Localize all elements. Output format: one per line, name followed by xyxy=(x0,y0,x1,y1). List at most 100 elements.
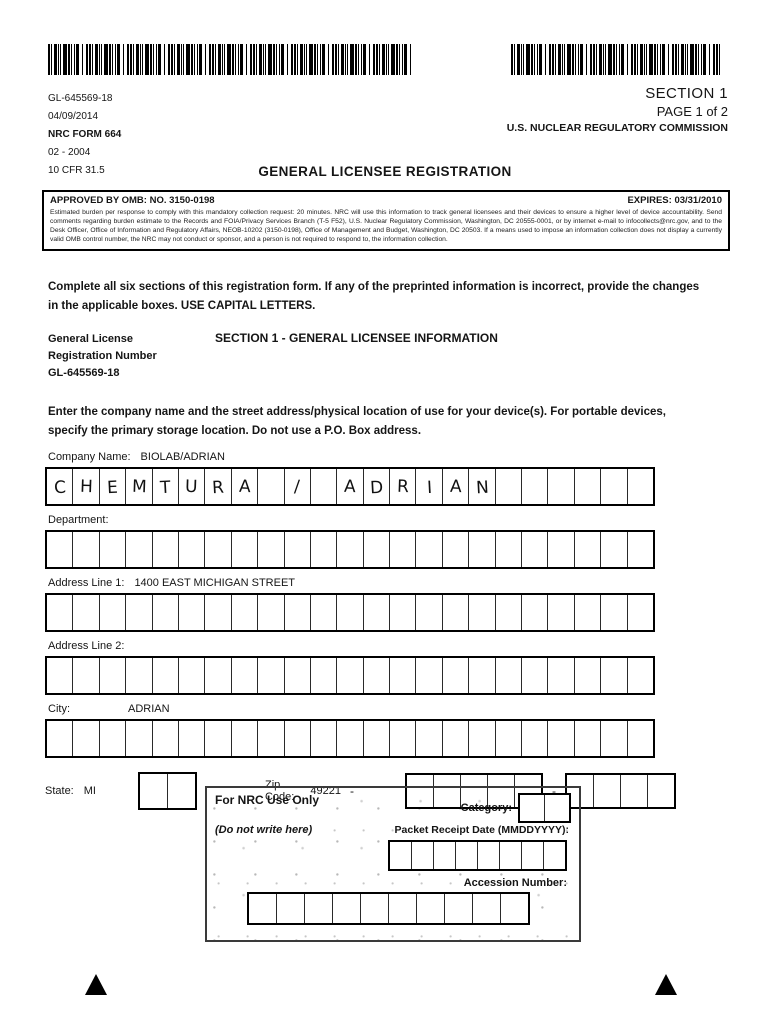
form-box-cell[interactable] xyxy=(601,595,628,630)
form-box-cell[interactable] xyxy=(311,469,338,504)
form-box-cell[interactable] xyxy=(389,894,417,923)
state-boxes[interactable] xyxy=(137,772,197,810)
form-box-cell[interactable] xyxy=(168,774,195,808)
form-box-cell[interactable] xyxy=(337,721,364,756)
form-box-cell[interactable] xyxy=(500,842,522,869)
form-box-cell[interactable] xyxy=(601,658,628,693)
form-box-cell[interactable] xyxy=(416,658,443,693)
form-box-cell[interactable] xyxy=(628,721,653,756)
form-box-cell[interactable] xyxy=(473,894,501,923)
form-box-cell[interactable] xyxy=(575,469,602,504)
zip-ext-boxes[interactable] xyxy=(564,773,676,809)
form-box-cell[interactable] xyxy=(311,721,338,756)
form-box-cell[interactable] xyxy=(575,595,602,630)
form-box-cell[interactable] xyxy=(258,595,285,630)
form-box-cell[interactable] xyxy=(126,532,153,567)
form-box-cell[interactable] xyxy=(73,532,100,567)
form-box-cell[interactable] xyxy=(417,894,445,923)
form-box-cell[interactable] xyxy=(205,721,232,756)
form-box-cell[interactable] xyxy=(469,595,496,630)
company-name-grid[interactable]: C H E M T U R A / A D R I A N xyxy=(45,467,655,506)
form-box-cell[interactable] xyxy=(522,842,544,869)
form-box-cell[interactable] xyxy=(390,532,417,567)
form-box-cell[interactable] xyxy=(496,595,523,630)
form-box-cell[interactable] xyxy=(153,595,179,630)
city-grid[interactable] xyxy=(45,719,655,758)
form-box-cell[interactable]: R xyxy=(205,469,232,504)
form-box-cell[interactable]: N xyxy=(469,469,496,504)
form-box-cell[interactable] xyxy=(548,658,575,693)
form-box-cell[interactable]: A xyxy=(337,469,364,504)
address-line2-grid[interactable] xyxy=(45,656,655,695)
form-box-cell[interactable] xyxy=(205,658,232,693)
form-box-cell[interactable] xyxy=(416,721,443,756)
form-box-cell[interactable] xyxy=(575,658,602,693)
form-box-cell[interactable] xyxy=(126,721,153,756)
form-box-cell[interactable] xyxy=(469,658,496,693)
form-box-cell[interactable] xyxy=(601,532,628,567)
form-box-cell[interactable] xyxy=(390,658,417,693)
form-box-cell[interactable] xyxy=(179,532,206,567)
form-box-cell[interactable] xyxy=(232,658,259,693)
address-line1-grid[interactable] xyxy=(45,593,655,632)
form-box-cell[interactable] xyxy=(364,595,391,630)
form-box-cell[interactable]: I xyxy=(416,469,443,504)
form-box-cell[interactable] xyxy=(333,894,361,923)
form-box-cell[interactable] xyxy=(285,595,311,630)
form-box-cell[interactable] xyxy=(73,721,100,756)
form-box-cell[interactable]: / xyxy=(285,469,311,504)
form-box-cell[interactable] xyxy=(100,721,127,756)
form-box-cell[interactable] xyxy=(337,532,364,567)
form-box-cell[interactable] xyxy=(100,595,127,630)
form-box-cell[interactable] xyxy=(311,595,338,630)
form-box-cell[interactable] xyxy=(548,721,575,756)
form-box-cell[interactable] xyxy=(305,894,333,923)
form-box-cell[interactable] xyxy=(205,532,232,567)
form-box-cell[interactable] xyxy=(461,775,488,807)
packet-receipt-date-boxes[interactable] xyxy=(388,840,567,871)
form-box-cell[interactable]: U xyxy=(179,469,206,504)
form-box-cell[interactable] xyxy=(337,595,364,630)
form-box-cell[interactable] xyxy=(434,842,456,869)
form-box-cell[interactable] xyxy=(469,721,496,756)
form-box-cell[interactable] xyxy=(443,658,470,693)
form-box-cell[interactable] xyxy=(153,658,179,693)
form-box-cell[interactable] xyxy=(469,532,496,567)
form-box-cell[interactable] xyxy=(311,658,338,693)
form-box-cell[interactable]: A xyxy=(232,469,259,504)
form-box-cell[interactable] xyxy=(285,532,311,567)
form-box-cell[interactable] xyxy=(126,595,153,630)
form-box-cell[interactable] xyxy=(522,595,549,630)
form-box-cell[interactable] xyxy=(47,658,74,693)
form-box-cell[interactable] xyxy=(205,595,232,630)
form-box-cell[interactable] xyxy=(232,721,259,756)
form-box-cell[interactable]: C xyxy=(47,469,74,504)
form-box-cell[interactable] xyxy=(601,469,628,504)
form-box-cell[interactable] xyxy=(140,774,168,808)
form-box-cell[interactable] xyxy=(47,595,74,630)
form-box-cell[interactable] xyxy=(548,595,575,630)
form-box-cell[interactable] xyxy=(73,658,100,693)
form-box-cell[interactable] xyxy=(258,658,285,693)
form-box-cell[interactable]: M xyxy=(126,469,153,504)
form-box-cell[interactable] xyxy=(100,532,127,567)
form-box-cell[interactable] xyxy=(575,532,602,567)
form-box-cell[interactable] xyxy=(232,532,259,567)
form-box-cell[interactable] xyxy=(548,469,575,504)
form-box-cell[interactable] xyxy=(285,658,311,693)
form-box-cell[interactable] xyxy=(628,658,653,693)
form-box-cell[interactable] xyxy=(179,595,206,630)
form-box-cell[interactable] xyxy=(496,658,523,693)
category-boxes[interactable] xyxy=(518,793,571,823)
form-box-cell[interactable] xyxy=(126,658,153,693)
form-box-cell[interactable] xyxy=(258,532,285,567)
form-box-cell[interactable] xyxy=(445,894,473,923)
form-box-cell[interactable] xyxy=(47,532,74,567)
form-box-cell[interactable] xyxy=(153,532,179,567)
form-box-cell[interactable] xyxy=(594,775,621,807)
form-box-cell[interactable] xyxy=(443,595,470,630)
form-box-cell[interactable] xyxy=(628,469,653,504)
form-box-cell[interactable] xyxy=(361,894,389,923)
form-box-cell[interactable] xyxy=(496,721,523,756)
form-box-cell[interactable] xyxy=(285,721,311,756)
